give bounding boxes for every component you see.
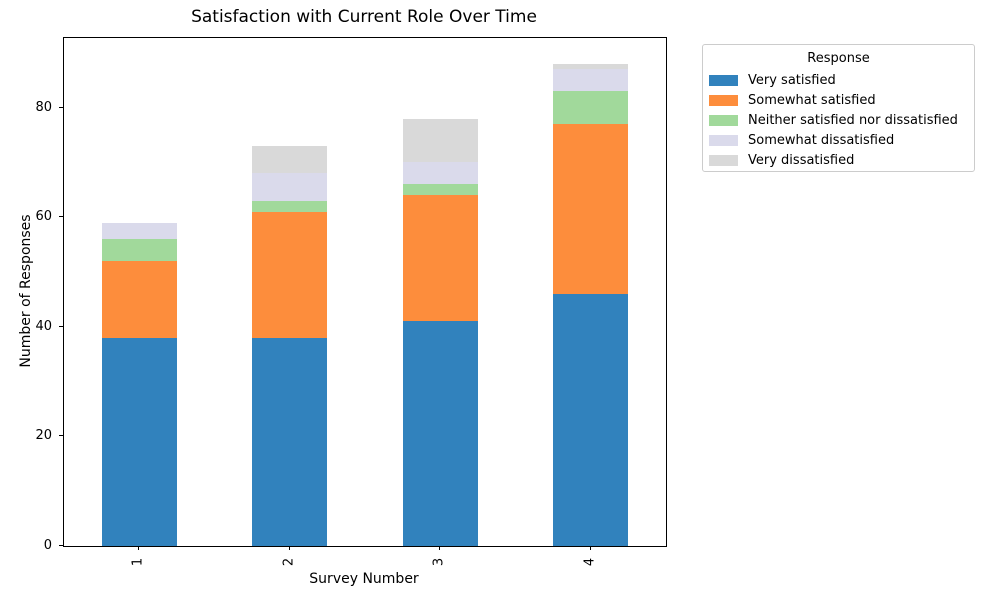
x-axis-tick-label: 3: [431, 557, 447, 567]
bar-segment: [101, 261, 177, 338]
y-axis-tick-mark: [59, 545, 63, 546]
bar-segment: [101, 239, 177, 262]
bar-segment: [252, 200, 328, 212]
x-axis-tick-label: 4: [582, 557, 598, 567]
bar-segment: [553, 69, 629, 92]
bar-segment: [553, 63, 629, 70]
y-axis-tick-label: 40: [35, 318, 52, 334]
legend-item: Neither satisfied nor dissatisfied: [703, 110, 974, 130]
bar-stack: [402, 118, 478, 546]
x-axis-tick-mark: [138, 546, 140, 550]
x-axis-label: Survey Number: [309, 571, 419, 587]
bar-stack: [553, 63, 629, 546]
y-axis-tick-label: 20: [35, 428, 52, 444]
legend-swatch: [709, 134, 738, 146]
legend-item: Somewhat dissatisfied: [703, 130, 974, 150]
legend-item-label: Very satisfied: [748, 72, 836, 88]
legend-item: Very dissatisfied: [703, 150, 974, 170]
y-axis-tick-label: 80: [35, 99, 52, 115]
legend-item-label: Somewhat satisfied: [748, 92, 876, 108]
x-axis-tick-mark: [589, 546, 591, 550]
legend-items: Very satisfied Somewhat satisfied Neither …: [703, 70, 974, 170]
bar-segment: [252, 211, 328, 338]
y-axis-tick-label: 0: [43, 538, 52, 553]
legend-item-label: Neither satisfied nor dissatisfied: [748, 112, 958, 128]
y-axis-tick-mark: [59, 106, 63, 108]
y-axis-tick-mark: [59, 325, 63, 327]
legend-item: Somewhat satisfied: [703, 90, 974, 110]
bar-segment: [553, 293, 629, 546]
bar-segment: [101, 337, 177, 546]
y-axis-label: Number of Responses: [18, 214, 34, 368]
legend-item: Very satisfied: [703, 70, 974, 90]
x-axis-tick-label: 1: [130, 557, 146, 567]
bar-segment: [553, 91, 629, 125]
legend-item-label: Somewhat dissatisfied: [748, 132, 895, 148]
x-axis-tick-label: 2: [281, 557, 297, 567]
legend-item-label: Very dissatisfied: [748, 152, 855, 168]
bar-segment: [252, 173, 328, 201]
bar-segment: [402, 118, 478, 163]
legend-swatch: [709, 114, 738, 126]
bar-segment: [252, 337, 328, 546]
y-axis-tick-mark: [59, 216, 63, 218]
bar-segment: [553, 124, 629, 294]
x-axis-tick-mark: [439, 546, 441, 550]
legend-swatch: [709, 154, 738, 166]
bar-segment: [402, 321, 478, 546]
y-axis-tick-label: 60: [35, 209, 52, 225]
legend-swatch: [709, 94, 738, 106]
bar-segment: [101, 222, 177, 240]
y-axis-tick-mark: [59, 435, 63, 437]
bar-stack: [252, 146, 328, 546]
legend: Response Very satisfied Somewhat satisfie…: [702, 44, 975, 172]
x-axis-tick-mark: [288, 546, 290, 550]
bar-segment: [402, 195, 478, 322]
chart-title: Satisfaction with Current Role Over Time: [191, 7, 537, 27]
bar-segment: [402, 184, 478, 196]
legend-swatch: [709, 74, 738, 86]
bar-segment: [402, 162, 478, 185]
legend-title: Response: [807, 51, 870, 66]
bar-segment: [252, 146, 328, 174]
plot-area: [63, 37, 667, 547]
bar-stack: [101, 222, 177, 546]
